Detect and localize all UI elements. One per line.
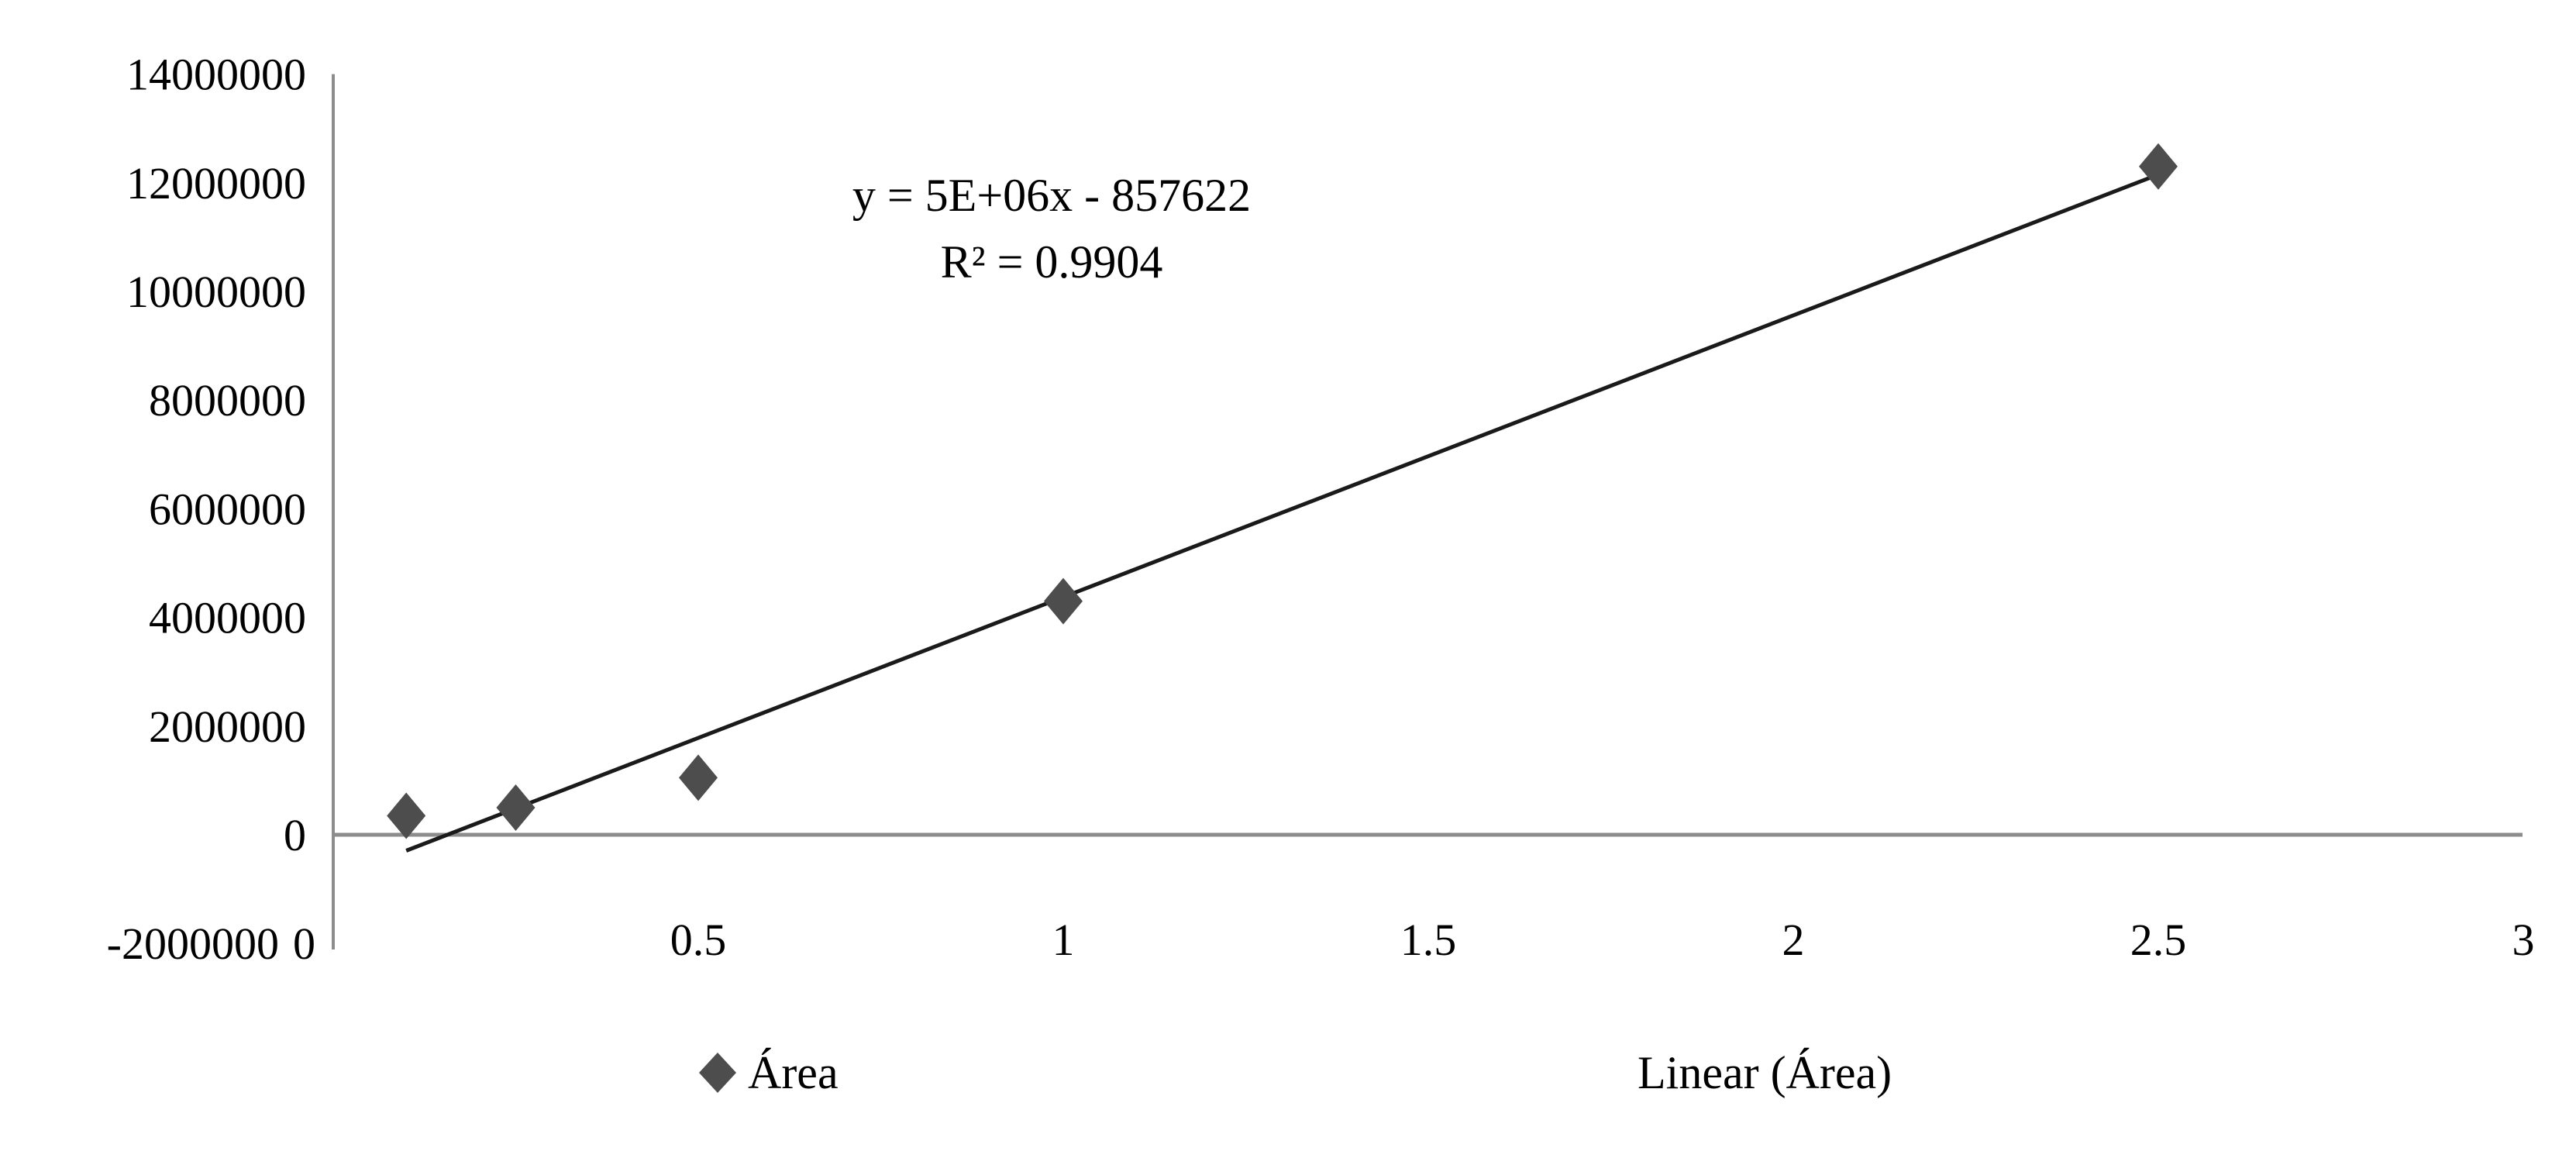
y-tick-labels: 14000000 12000000 10000000 8000000 6000000 40… — [107, 50, 306, 970]
y-tick-label: 8000000 — [149, 375, 306, 426]
axes — [332, 74, 2523, 949]
data-point — [679, 754, 718, 801]
data-point — [496, 784, 536, 831]
x-tick-label: 2.5 — [2130, 915, 2187, 965]
y-tick-label: 10000000 — [126, 267, 306, 317]
y-tick-label: 0 — [284, 810, 306, 860]
x-tick-label: 0 — [293, 918, 315, 969]
trendline-equation: y = 5E+06x - 857622 — [852, 170, 1251, 221]
legend-label-area: Área — [748, 1047, 839, 1098]
y-tick-label: 12000000 — [126, 158, 306, 208]
y-tick-label: 2000000 — [149, 701, 306, 752]
data-point — [2139, 143, 2178, 190]
trendline-layer — [405, 172, 2159, 853]
x-tick-label: 3 — [2512, 915, 2535, 965]
legend: Área Linear (Área) — [699, 1047, 1892, 1098]
trendline — [405, 172, 2159, 853]
data-points — [387, 143, 2178, 839]
x-tick-label: 2 — [1782, 915, 1805, 965]
x-tick-label: 0.5 — [670, 915, 727, 965]
y-tick-label: 4000000 — [149, 593, 306, 643]
legend-diamond-marker — [699, 1053, 736, 1093]
data-point — [387, 792, 426, 839]
y-tick-label: 14000000 — [126, 50, 306, 100]
x-tick-label: 1.5 — [1400, 915, 1457, 965]
data-point — [1044, 577, 1083, 625]
x-tick-labels: 0 0.5 1 1.5 2 2.5 3 — [293, 915, 2535, 969]
y-tick-label: 6000000 — [149, 484, 306, 534]
x-tick-label: 1 — [1052, 915, 1075, 965]
trendline-r-squared: R² = 0.9904 — [941, 236, 1163, 288]
y-tick-label: -2000000 — [107, 918, 279, 969]
legend-label-linear: Linear (Área) — [1638, 1047, 1892, 1098]
